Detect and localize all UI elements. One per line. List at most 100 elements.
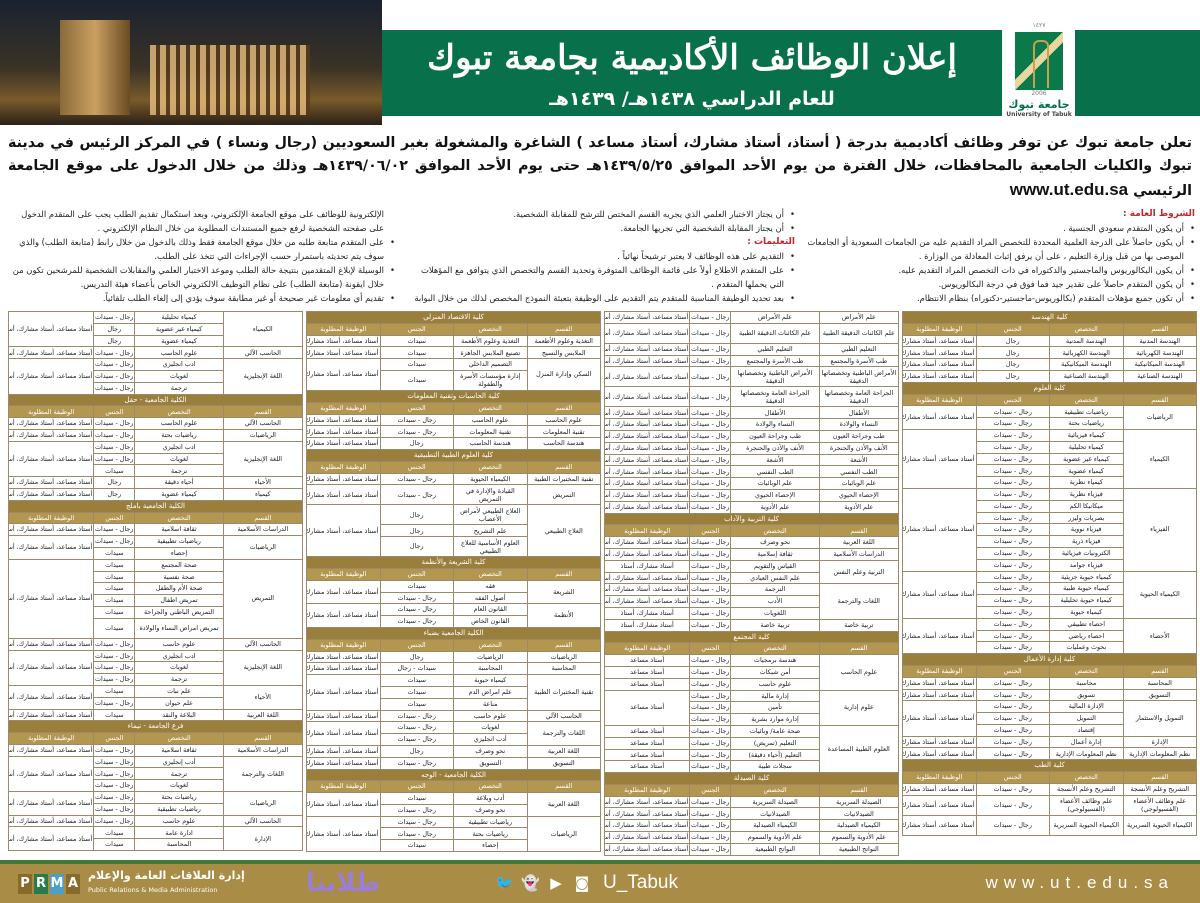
department-cell: علم الكائنات الدقيقة الطبية — [818, 322, 900, 344]
instagram-icon[interactable]: ◙ — [574, 873, 590, 892]
job-cell: أستاذ مساعد، أستاذ مشارك، أستاذ — [603, 453, 691, 467]
table-row: التمريض القيادة والإدارة في التمريض رجال -… — [306, 484, 601, 506]
job-cell: أستاذ مساعد، أستاذ مشارك، أستاذ — [7, 637, 95, 651]
gender-cell: رجال - سيدات — [93, 535, 136, 548]
table-header-row: القسم التخصص الجنس الوظيفة المطلوبة — [7, 732, 304, 745]
column-header: الوظيفة المطلوبة — [902, 393, 977, 407]
conditions-area: الشروط العامة : أن يكون المتقدم سعودي ال… — [0, 203, 1200, 305]
job-cell: أستاذ مساعد، أستاذ مشارك، أستاذ — [7, 791, 95, 816]
department-cell: المحاسبة — [526, 662, 601, 676]
table-row: علوم إدارية إدارة مالية رجال - سيدات أستاذ … — [603, 689, 900, 726]
footer-area: P R M A إدارة العلاقات العامة والإعلام P… — [0, 859, 1200, 903]
job-cell: أستاذ مساعد، أستاذ مشارك، أستاذ — [306, 484, 381, 506]
specialization-cell: رياضيات تطبيقية — [453, 815, 528, 829]
specialization-cell: القانون الخاص — [453, 615, 528, 628]
job-cell: أستاذ مساعد، أستاذ مشارك، أستاذ — [7, 476, 95, 489]
specialization-cell: كيمياء عضوية — [134, 487, 224, 501]
job-cell: أستاذ مساعد، أستاذ مشارك، أستاذ — [603, 547, 691, 561]
gender-cell: رجال - سيدات — [379, 484, 454, 506]
department-cell: النواتج الطبيعية — [818, 842, 900, 856]
job-cell: أستاذ مساعد، أستاذ مشارك، أستاذ — [306, 334, 381, 348]
gender-cell: رجال - سيدات — [379, 591, 454, 605]
table-header-row: القسم التخصص الجنس الوظيفة المطلوبة — [902, 393, 1197, 407]
job-cell: أستاذ مساعد، أستاذ مشارك، أستاذ — [7, 826, 95, 852]
intro-url[interactable]: www.ut.edu.sa — [1009, 180, 1129, 199]
gender-cell: رجال - سيدات — [975, 641, 1050, 655]
gender-cell: سيدات — [379, 839, 454, 853]
footer-website[interactable]: www.ut.edu.sa — [985, 872, 1174, 892]
gender-cell: رجال - سيدات — [689, 559, 732, 573]
column-header: الجنس — [689, 524, 732, 538]
specialization-cell: علوم حاسب — [134, 814, 224, 828]
gender-cell: رجال - سيدات — [975, 676, 1050, 690]
job-cell: أستاذ مساعد، أستاذ مشارك، أستاذ — [603, 311, 691, 324]
table-row: علم الأمراض علم الأمراض رجال - سيدات أستاذ … — [603, 311, 900, 324]
column-header: التخصص — [453, 638, 528, 652]
department-cell: الإدارة — [1122, 735, 1197, 749]
college-title-row: كلية التربية والآداب — [604, 512, 899, 526]
table-row: نحو وصرف رجال - سيدات — [307, 803, 601, 817]
snapchat-icon[interactable]: 👻 — [521, 873, 540, 892]
youtube-icon[interactable]: ▶ — [550, 873, 562, 892]
department-cell: الإدارة — [222, 826, 304, 852]
job-cell: أستاذ مساعد، أستاذ مشارك، أستاذ — [603, 795, 691, 809]
job-cell: أستاذ مساعد، أستاذ مشارك، أستاذ — [603, 500, 691, 514]
gender-cell: رجال - سيدات — [93, 661, 136, 675]
specialization-cell: علوم حاسب — [134, 637, 224, 651]
instruction-item: على المتقدم متابعة طلبه من خلال موقع الج… — [5, 235, 395, 263]
department-cell: الحاسب الآلي — [222, 346, 304, 360]
job-cell: أستاذ مساعد، أستاذ مشارك، أستاذ — [902, 358, 977, 371]
specialization-cell: التصميم الداخلي — [453, 358, 528, 371]
gender-cell: رجال - سيدات — [975, 570, 1050, 584]
college-title-row: كلية الهندسة — [902, 311, 1197, 324]
job-cell: أستاذ مساعد، أستاذ مشارك، أستاذ — [603, 571, 691, 585]
social-handle[interactable]: U_Tabuk — [603, 871, 678, 893]
table-row: الطب النفسي الطب النفسي رجال - سيدات أستاذ … — [603, 465, 900, 479]
department-cell: التمريض — [222, 558, 304, 639]
gender-cell: رجال - سيدات — [689, 606, 732, 620]
gender-cell: رجال - سيدات — [975, 688, 1050, 702]
prma-letter: R — [34, 873, 48, 894]
specialization-cell: أدب انجليزي — [453, 733, 528, 746]
specialization-cell: هندسة الحاسب — [453, 437, 528, 450]
job-cell: أستاذ مساعد، أستاذ مشارك، أستاذ — [603, 807, 691, 821]
gender-cell: رجال - سيدات — [689, 618, 732, 632]
table-row: ترجمة سيدات — [9, 464, 303, 478]
gender-cell: رجال - سيدات — [975, 712, 1050, 725]
job-cell: أستاذ مساعد، أستاذ مشارك، أستاذ — [603, 386, 691, 408]
column-header: القسم — [818, 524, 900, 538]
specialization-cell: علم الأدوية — [730, 500, 820, 514]
department-cell: الطب النفسي — [818, 465, 900, 479]
department-cell: علوم الحاسب — [526, 413, 601, 427]
job-cell: أستاذ مساعد — [603, 677, 691, 691]
table-row: السكن وإدارة المنزل التصميم الداخلي سيدات أ… — [306, 358, 601, 391]
column-header: القسم — [1122, 393, 1197, 407]
table-row: تمريض اطفال سيدات — [9, 594, 303, 607]
table-row: الأحياء أحياء دقيقة رجال أستاذ مساعد، أستاذ… — [7, 476, 304, 489]
title-band — [382, 30, 1002, 116]
department-cell: التسويق — [1122, 688, 1197, 702]
job-cell: أستاذ مساعد، أستاذ مشارك، أستاذ — [306, 709, 381, 723]
twitter-icon[interactable]: 🐦 — [495, 873, 514, 892]
specialization-cell: علم التشريح — [453, 524, 528, 538]
column-header: القسم — [222, 511, 304, 525]
table-row: العلوم الطبية المساعدة صحة عامة/ وبائيات ر… — [603, 724, 900, 774]
job-cell: أستاذ مساعد، أستاذ مشارك، أستاذ — [7, 523, 95, 537]
department-cell: علم الوبائيات — [818, 477, 900, 490]
specialization-cell: إدارة مؤسسات الأسرة والطفولة — [453, 369, 528, 391]
job-cell: أستاذ مساعد، أستاذ مشارك، أستاذ — [902, 747, 977, 761]
specialization-cell: نحو وصرف — [453, 744, 528, 758]
instructions-title: التعليمات : — [747, 237, 795, 247]
table-row: اللغويات رجال - سيدات أستاذ مشارك، أستاذ — [603, 606, 899, 620]
specialization-cell: الأطفال — [730, 406, 820, 420]
table-row: الكيمياء الصيدلية الكيمياء الصيدلية رجال -… — [603, 819, 900, 833]
column-header: الوظيفة المطلوبة — [902, 664, 977, 678]
job-cell: أستاذ مساعد، أستاذ مشارك، أستاذ — [603, 418, 691, 431]
gender-cell: سيدات — [93, 464, 136, 478]
general-conditions-title: الشروط العامة : — [1123, 209, 1195, 219]
gender-cell: رجال - سيدات — [689, 571, 732, 585]
college-title: كلية الاقتصاد المنزلي — [306, 311, 601, 324]
department-cell: التسويق — [526, 756, 601, 770]
table-row: كيمياء غير عضوية رجال - سيدات — [903, 452, 1197, 466]
jobs-column-3: كلية الاقتصاد المنزلي القسم التخصص الجنس الو… — [306, 311, 601, 853]
